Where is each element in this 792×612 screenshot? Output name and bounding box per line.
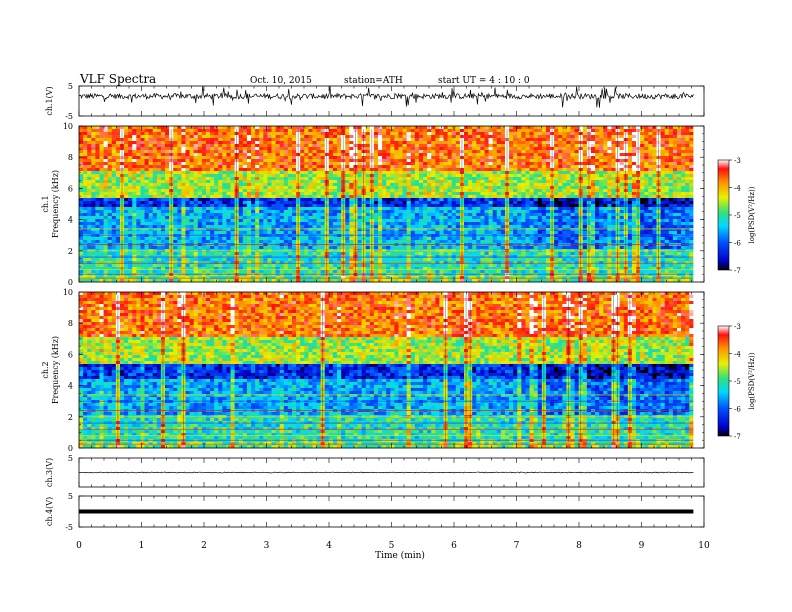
colorbar-tick-label: -4: [734, 351, 741, 359]
y-tick-label: 6: [68, 184, 73, 193]
colorbar-label: log(PSD(V²/Hz)): [748, 352, 756, 409]
y-tick-label: -5: [65, 523, 73, 532]
y-tick-label: 5: [68, 454, 73, 463]
date-label: Oct. 10, 2015: [250, 76, 312, 86]
y-tick-label: 4: [68, 382, 73, 391]
ch1-colorbar: -3 -4 -5 -6 -7 log(PSD(V²/Hz)): [717, 157, 756, 275]
ch4-waveform-panel: 5 -5 ch.4(V): [45, 492, 705, 532]
y-tick-label: 0: [68, 444, 73, 453]
waveform-trace: [78, 85, 694, 108]
y-axis-label: Frequency (kHz): [51, 170, 60, 238]
ch2-colorbar: -3 -4 -5 -6 -7 log(PSD(V²/Hz)): [717, 323, 756, 441]
colorbar-tick-label: -4: [734, 185, 741, 193]
x-tick-label: 0: [76, 541, 82, 551]
y-tick-label: 0: [68, 278, 73, 287]
ch1-spectrogram-panel: 0 2 4 6 8 10 ch.1 Frequency (kHz): [41, 122, 705, 287]
spectrogram-image: [79, 126, 704, 283]
y-axis-label: ch.1: [41, 195, 50, 212]
ch1-waveform-panel: 5 -5 ch.1(V): [45, 82, 705, 121]
y-tick-label: 10: [63, 288, 73, 297]
y-axis-label: ch.3(V): [45, 458, 54, 487]
colorbar-tick-label: -6: [734, 240, 741, 248]
start-time-label: start UT = 4 : 10 : 0: [438, 76, 530, 86]
y-tick-label: 2: [68, 247, 73, 256]
spectrogram-image: [79, 292, 704, 449]
x-tick-label: 7: [514, 541, 520, 551]
colorbar-tick-label: -5: [734, 378, 741, 386]
y-tick-label: 5: [68, 492, 73, 501]
colorbar-label: log(PSD(V²/Hz)): [748, 186, 756, 243]
x-tick-label: 1: [139, 541, 145, 551]
y-tick-label: 5: [68, 82, 73, 91]
colorbar-tick-label: -5: [734, 212, 741, 220]
colorbar-gradient: [717, 325, 730, 437]
y-tick-label: 10: [63, 122, 73, 131]
x-tick-label: 6: [451, 541, 457, 551]
colorbar-tick-label: -3: [734, 157, 741, 165]
x-tick-label: 10: [698, 541, 710, 551]
x-tick-label: 4: [326, 541, 332, 551]
y-axis-label: Frequency (kHz): [51, 336, 60, 404]
x-tick-label: 8: [576, 541, 582, 551]
x-tick-label: 2: [201, 541, 207, 551]
colorbar-tick-label: -7: [734, 433, 741, 441]
colorbar-tick-label: -7: [734, 267, 741, 275]
ch3-waveform-panel: 5 ch.3(V): [45, 454, 705, 488]
y-axis-label: ch.4(V): [45, 497, 54, 526]
x-axis-label: Time (min): [375, 550, 425, 561]
ch2-spectrogram-panel: 0 2 4 6 8 10 ch.2 Frequency (kHz): [41, 288, 705, 453]
y-axis-label: ch.2: [41, 361, 50, 378]
x-tick-label: 5: [389, 541, 395, 551]
x-tick-label: 9: [639, 541, 645, 551]
y-tick-label: 2: [68, 413, 73, 422]
time-axis: 0 1 2 3 4 5 6 7 8 9 10: [76, 541, 710, 551]
y-axis-label: ch.1(V): [45, 86, 54, 115]
colorbar-gradient: [717, 159, 730, 271]
colorbar-tick-label: -6: [734, 406, 741, 414]
station-label: station=ATH: [344, 76, 403, 86]
y-tick-label: 4: [68, 216, 73, 225]
figure-title: VLF Spectra: [79, 72, 156, 86]
x-tick-label: 3: [264, 541, 270, 551]
y-tick-label: 8: [68, 153, 73, 162]
colorbar-tick-label: -3: [734, 323, 741, 331]
y-tick-label: 6: [68, 350, 73, 359]
y-tick-label: 8: [68, 319, 73, 328]
y-tick-label: -5: [65, 112, 73, 121]
waveform-trace: [78, 471, 694, 474]
